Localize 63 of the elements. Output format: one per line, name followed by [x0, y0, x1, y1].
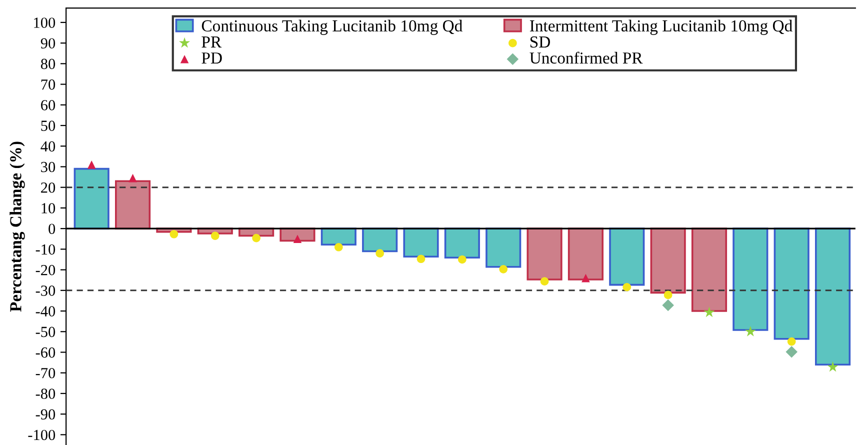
y-tick-label: -50 — [36, 326, 56, 338]
point — [458, 255, 466, 264]
y-tick-label: 20 — [41, 182, 56, 193]
point — [334, 242, 343, 252]
legend-label: Intermittent Taking Lucitanib 10mg Qd — [530, 20, 792, 35]
point — [128, 174, 137, 182]
y-tick-label: -80 — [36, 388, 56, 399]
point — [786, 346, 798, 358]
y-tick-label: 60 — [41, 100, 56, 110]
point — [499, 265, 508, 274]
point — [376, 249, 384, 258]
y-tick-label: 80 — [40, 58, 56, 70]
y-tick-label: -30 — [36, 286, 56, 296]
point — [704, 306, 715, 318]
y-tick-label: 30 — [41, 162, 56, 172]
bar — [732, 228, 768, 331]
y-tick-label: 90 — [40, 38, 56, 49]
bar — [609, 228, 645, 286]
bar — [650, 228, 686, 294]
bar — [74, 168, 110, 230]
legend-label: PR — [202, 36, 222, 48]
y-tick-label: -10 — [36, 244, 56, 255]
legend-label: Continuous Taking Lucitanib 10mg Qd — [202, 20, 462, 35]
point — [662, 299, 674, 312]
bar — [774, 228, 810, 340]
y-tick-label: -60 — [36, 347, 56, 358]
y-tick-label: -70 — [36, 368, 56, 378]
y-tick-label: -90 — [36, 409, 56, 420]
legend-label: SD — [530, 36, 550, 48]
bar — [814, 228, 851, 366]
point — [210, 232, 220, 240]
point — [582, 274, 590, 282]
y-tick-label: 100 — [34, 18, 56, 28]
point — [827, 361, 838, 372]
y-tick-label: 50 — [41, 120, 56, 131]
point — [540, 277, 549, 286]
bar — [444, 228, 480, 259]
y-tick-label: 0 — [48, 224, 56, 234]
bar — [486, 228, 522, 268]
y-tick-label: -100 — [28, 430, 56, 440]
point — [252, 234, 260, 242]
y-tick-label: 70 — [41, 79, 56, 90]
bar — [362, 228, 398, 252]
bar — [320, 228, 356, 246]
point — [664, 290, 672, 300]
y-tick-label: -40 — [36, 306, 56, 316]
bar — [114, 180, 151, 230]
point — [787, 337, 796, 346]
y-tick-label: 10 — [42, 203, 56, 214]
y-tick-label: -20 — [36, 264, 56, 276]
point — [416, 254, 426, 264]
point — [87, 160, 96, 169]
legend-label: Unconfirmed PR — [530, 52, 643, 64]
y-tick-label: 40 — [40, 141, 56, 152]
bar — [568, 228, 604, 280]
bar — [403, 228, 439, 258]
point — [622, 282, 632, 292]
y-axis-title: Percentang Change (%) — [10, 142, 25, 312]
bar — [526, 228, 562, 280]
bar — [691, 228, 728, 312]
point — [744, 326, 756, 336]
legend-label: PD — [202, 52, 222, 64]
point — [170, 230, 178, 238]
